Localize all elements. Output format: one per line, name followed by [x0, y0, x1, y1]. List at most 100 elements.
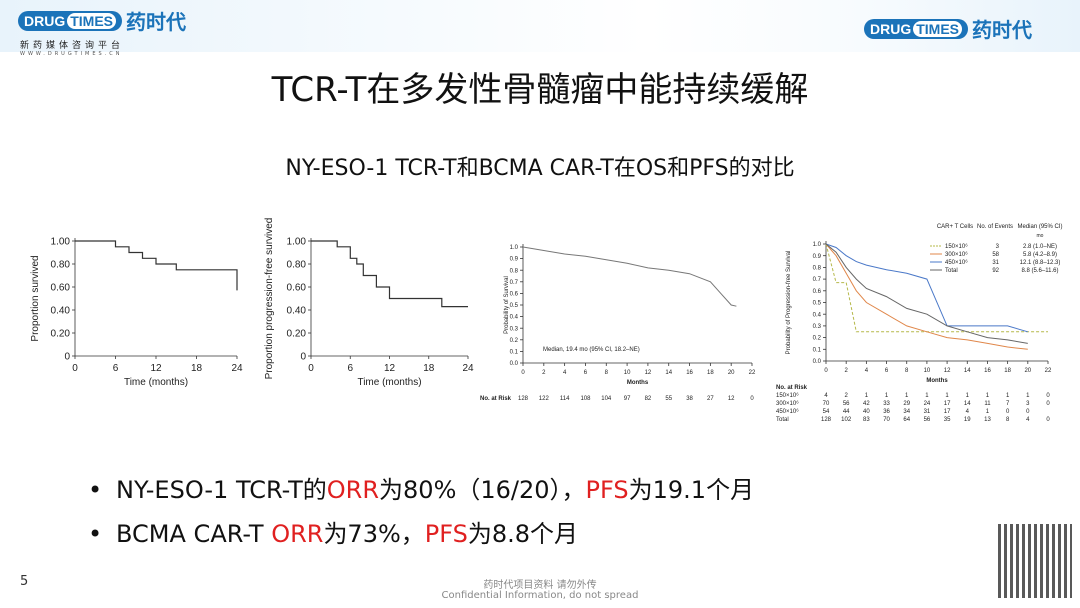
y-axis-label: Proportion survived — [30, 255, 41, 341]
x-tick-label: 18 — [1004, 368, 1011, 374]
bullet-text: ORR — [271, 520, 324, 548]
x-tick-label: 2 — [542, 370, 546, 376]
y-axis-label: Probability of Survival — [504, 276, 510, 334]
bullet-text: 为19.1个月 — [628, 476, 755, 504]
brand-en: DRUG — [870, 20, 912, 37]
risk-value: 35 — [944, 417, 951, 423]
risk-value: 19 — [964, 417, 971, 423]
logo-pill: DRUG TIMES — [18, 10, 123, 31]
risk-value: 42 — [863, 401, 870, 407]
risk-value: 0 — [1046, 393, 1050, 399]
notice-en: Confidential Information, do not spread — [441, 590, 639, 601]
y-tick-label: 0.80 — [51, 260, 71, 271]
bullet-text: 为8.8个月 — [467, 520, 579, 548]
url: WWW.DRUGTIMES.CN — [20, 51, 123, 57]
risk-value: 1 — [986, 393, 990, 399]
risk-group: 300×10⁶ — [776, 400, 799, 407]
x-tick-label: 22 — [749, 370, 756, 376]
risk-value: 27 — [707, 396, 714, 402]
y-tick-label: 0.0 — [510, 361, 519, 367]
survival-curve — [825, 243, 1028, 344]
y-tick-label: 0.5 — [813, 301, 822, 307]
brand-en: TIMES — [913, 20, 963, 37]
risk-value: 1 — [1006, 393, 1010, 399]
risk-value: 114 — [560, 396, 570, 402]
x-tick-label: 0 — [72, 363, 78, 374]
y-tick-label: 0.7 — [510, 280, 519, 286]
bullet-text: BCMA CAR-T — [116, 520, 272, 548]
risk-value: 56 — [843, 401, 850, 407]
y-tick-label: 0.40 — [51, 306, 71, 317]
risk-value: 0 — [1006, 409, 1010, 415]
y-axis-label: Probability of Progression-free Survival — [786, 251, 792, 355]
x-tick-label: 14 — [665, 370, 672, 376]
risk-value: 54 — [823, 409, 830, 415]
risk-group: 150×10⁶ — [776, 392, 799, 399]
y-tick-label: 1.0 — [813, 242, 822, 248]
risk-value: 64 — [903, 417, 910, 423]
risk-value: 0 — [1046, 401, 1050, 407]
logo-left: DRUG TIMES 药时代 — [18, 6, 186, 35]
risk-value: 40 — [863, 409, 870, 415]
risk-value: 31 — [924, 409, 931, 415]
x-axis-label: Months — [926, 378, 948, 384]
survival-curve — [522, 246, 737, 307]
legend-events: 92 — [992, 268, 999, 274]
x-tick-label: 18 — [423, 363, 435, 374]
legend-label: 450×10⁶ — [945, 259, 968, 266]
risk-value: 2 — [845, 393, 849, 399]
risk-value: 1 — [925, 393, 929, 399]
x-tick-label: 12 — [944, 368, 951, 374]
legend-label: Total — [945, 268, 958, 274]
x-axis-label: Months — [627, 380, 649, 386]
risk-value: 1 — [966, 393, 970, 399]
bullet-text: PFS — [424, 520, 468, 548]
risk-value: 122 — [539, 396, 550, 402]
x-tick-label: 12 — [150, 363, 162, 374]
annotation: Median, 19.4 mo (95% CI, 18.2–NE) — [543, 347, 640, 353]
y-tick-label: 0.1 — [510, 350, 519, 356]
tagline: 新药媒体咨询平台 — [20, 41, 125, 51]
bullet-text: 为80%（16/20）， — [379, 476, 586, 504]
legend-events: 31 — [992, 260, 999, 266]
y-tick-label: 0.9 — [813, 254, 822, 260]
x-tick-label: 4 — [563, 370, 567, 376]
y-tick-label: 0.7 — [813, 277, 822, 283]
risk-value: 104 — [601, 396, 612, 402]
risk-value: 0 — [1026, 409, 1030, 415]
x-tick-label: 6 — [885, 368, 889, 374]
y-tick-label: 0.8 — [510, 268, 519, 274]
legend-median: 12.1 (8.8–12.3) — [1020, 260, 1061, 266]
y-tick-label: 0 — [64, 352, 70, 363]
slide-title: TCR-T在多发性骨髓瘤中能持续缓解 — [271, 70, 809, 110]
x-tick-label: 12 — [645, 370, 652, 376]
risk-value: 12 — [728, 396, 735, 402]
risk-value: 44 — [843, 409, 850, 415]
logo-right: DRUG TIMES 药时代 — [864, 14, 1032, 43]
y-tick-label: 0.3 — [510, 326, 519, 332]
risk-value: 1 — [885, 393, 889, 399]
risk-group: 450×10⁶ — [776, 408, 799, 415]
x-tick-label: 6 — [113, 363, 119, 374]
y-tick-label: 0.6 — [510, 292, 519, 298]
risk-value: 0 — [1046, 417, 1050, 423]
risk-value: 4 — [966, 409, 970, 415]
risk-value: 1 — [986, 409, 990, 415]
y-tick-label: 0.20 — [287, 329, 307, 340]
y-tick-label: 0.40 — [287, 306, 307, 317]
bullet-list: • NY-ESO-1 TCR-T的ORR为80%（16/20），PFS为19.1个… — [88, 470, 754, 558]
risk-group: Total — [776, 417, 789, 423]
risk-value: 29 — [903, 401, 910, 407]
y-tick-label: 0.60 — [287, 283, 307, 294]
risk-value: 17 — [944, 409, 951, 415]
x-tick-label: 0 — [824, 368, 828, 374]
x-tick-label: 6 — [584, 370, 588, 376]
x-axis-label: Time (months) — [357, 377, 421, 388]
risk-value: 1 — [865, 393, 869, 399]
legend-header: No. of Events — [977, 224, 1013, 230]
notice-cn: 药时代项目资料 请勿外传 — [483, 580, 597, 591]
legend-median: 2.8 (1.0–NE) — [1023, 244, 1057, 250]
x-axis-label: Time (months) — [124, 377, 188, 388]
risk-value: 82 — [645, 396, 652, 402]
